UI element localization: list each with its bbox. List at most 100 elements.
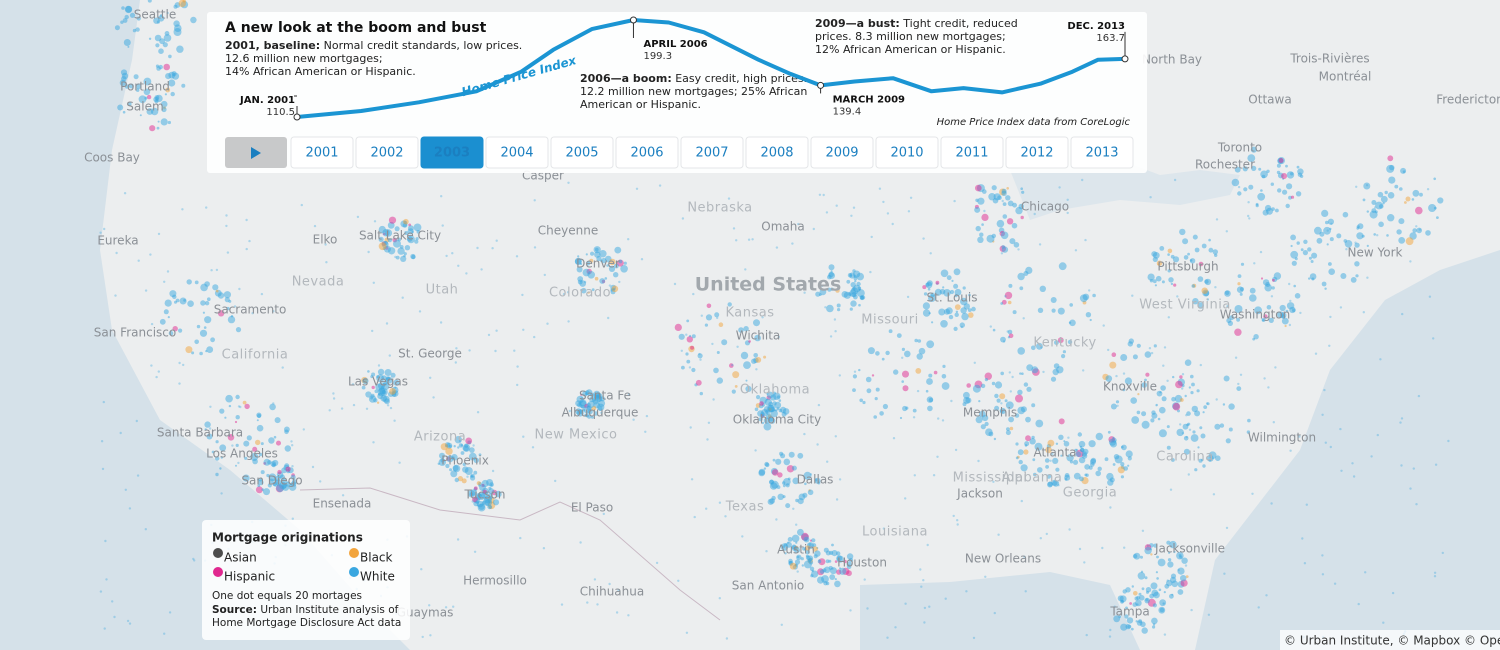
density-dot — [993, 193, 1001, 201]
year-button[interactable] — [485, 136, 549, 169]
density-dot — [478, 453, 482, 457]
point-marker — [293, 113, 301, 121]
year-button[interactable] — [745, 136, 809, 169]
density-dot — [1214, 253, 1218, 257]
density-dot — [1177, 568, 1180, 572]
density-dot — [1400, 464, 1403, 467]
year-button[interactable] — [420, 136, 484, 169]
density-dot — [753, 353, 758, 358]
year-button[interactable] — [680, 136, 744, 169]
density-dot — [202, 311, 205, 314]
density-dot — [1015, 442, 1019, 446]
density-dot — [1085, 312, 1092, 318]
year-button[interactable] — [615, 136, 679, 169]
density-dot — [1007, 300, 1012, 305]
density-dot — [1285, 164, 1288, 168]
density-dot — [1169, 540, 1177, 549]
density-dot — [1079, 476, 1084, 482]
density-dot — [839, 567, 847, 575]
density-dot — [1125, 624, 1131, 630]
density-dot — [800, 557, 804, 561]
density-dot — [1264, 283, 1272, 292]
density-dot — [878, 187, 882, 190]
year-button[interactable] — [290, 136, 354, 169]
density-dot — [811, 570, 819, 578]
density-dot — [217, 292, 225, 299]
density-dot — [1168, 277, 1174, 283]
density-dot — [1006, 187, 1009, 190]
year-button[interactable] — [1070, 136, 1134, 169]
density-dot — [210, 337, 216, 343]
density-dot — [1000, 231, 1009, 240]
year-label: 2005 — [565, 146, 598, 161]
year-button[interactable] — [550, 136, 614, 169]
density-dot — [1122, 589, 1127, 594]
density-dot — [1425, 230, 1431, 236]
year-button[interactable] — [810, 136, 874, 169]
density-dot — [808, 543, 812, 547]
year-button[interactable] — [355, 136, 419, 169]
density-dot — [593, 578, 597, 581]
density-dot — [476, 411, 480, 414]
density-dot — [143, 77, 152, 86]
density-dot — [1227, 320, 1233, 326]
density-dot — [996, 398, 1001, 403]
density-dot — [994, 393, 999, 399]
density-dot — [849, 609, 852, 612]
density-dot — [743, 361, 751, 369]
density-dot — [1014, 413, 1020, 418]
density-dot — [856, 289, 865, 298]
density-dot — [1122, 372, 1126, 375]
density-dot — [1411, 198, 1415, 201]
density-dot — [905, 406, 909, 410]
density-dot — [755, 357, 762, 363]
density-dot — [1296, 241, 1300, 245]
density-dot — [1192, 298, 1199, 305]
state-label: California — [222, 348, 289, 363]
density-dot — [1321, 413, 1324, 416]
density-dot — [784, 552, 787, 555]
density-dot — [782, 484, 786, 488]
density-dot — [607, 316, 610, 320]
density-dot — [1036, 342, 1043, 350]
density-dot — [589, 258, 594, 263]
density-dot — [166, 11, 169, 15]
density-dot — [979, 410, 986, 418]
density-dot — [246, 435, 252, 441]
density-dot — [113, 615, 116, 619]
density-dot — [959, 322, 965, 328]
density-dot — [836, 303, 841, 308]
density-dot — [1285, 203, 1290, 209]
density-dot — [533, 199, 536, 202]
density-dot — [846, 279, 851, 284]
density-dot — [1177, 589, 1184, 595]
year-button[interactable] — [875, 136, 939, 169]
density-dot — [732, 227, 736, 230]
density-dot — [1117, 466, 1125, 474]
density-dot — [139, 114, 142, 117]
density-dot — [1150, 351, 1154, 355]
year-button[interactable] — [940, 136, 1004, 169]
density-dot — [452, 605, 455, 608]
density-dot — [227, 315, 236, 324]
density-dot — [926, 340, 935, 349]
density-dot — [1298, 435, 1301, 438]
legend-label: Asian — [224, 551, 257, 565]
density-dot — [102, 400, 106, 404]
density-dot — [1183, 448, 1190, 455]
density-dot — [1050, 376, 1057, 382]
year-button[interactable] — [1005, 136, 1069, 169]
density-dot — [1263, 314, 1268, 319]
density-dot — [1057, 337, 1064, 344]
density-dot — [1166, 540, 1171, 545]
density-dot — [164, 31, 170, 36]
density-dot — [411, 254, 416, 260]
density-dot — [783, 478, 791, 486]
density-dot — [600, 411, 603, 414]
density-dot — [1292, 308, 1296, 313]
density-dot — [390, 372, 396, 378]
density-dot — [834, 580, 841, 588]
density-dot — [533, 246, 537, 249]
density-dot — [413, 223, 422, 232]
source-lead: Source: — [212, 604, 257, 616]
